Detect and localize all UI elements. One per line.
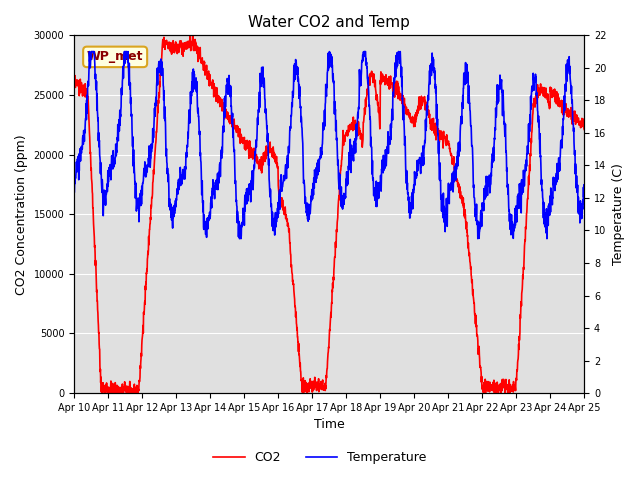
Temperature xyxy=(305,216,313,222)
Line: CO2: CO2 xyxy=(74,33,584,393)
CO2 xyxy=(566,113,574,119)
CO2 xyxy=(566,110,573,116)
CO2 xyxy=(319,377,326,383)
Temperature xyxy=(580,195,588,201)
Temperature xyxy=(472,212,480,217)
Temperature xyxy=(97,171,104,177)
CO2 xyxy=(101,390,109,396)
CO2 xyxy=(305,380,313,385)
CO2 xyxy=(580,127,588,132)
Temperature xyxy=(86,48,93,54)
Y-axis label: CO2 Concentration (ppm): CO2 Concentration (ppm) xyxy=(15,134,28,295)
X-axis label: Time: Time xyxy=(314,419,344,432)
Legend: CO2, Temperature: CO2, Temperature xyxy=(208,446,432,469)
Title: Water CO2 and Temp: Water CO2 and Temp xyxy=(248,15,410,30)
CO2 xyxy=(97,369,104,374)
Temperature xyxy=(566,70,574,76)
CO2 xyxy=(189,30,196,36)
Text: WP_met: WP_met xyxy=(87,50,143,63)
Temperature xyxy=(566,63,573,69)
Line: Temperature: Temperature xyxy=(74,51,584,239)
Temperature xyxy=(236,236,243,241)
CO2 xyxy=(70,74,78,80)
Temperature xyxy=(70,190,78,196)
Temperature xyxy=(319,134,326,140)
Y-axis label: Temperature (C): Temperature (C) xyxy=(612,163,625,265)
CO2 xyxy=(472,324,480,330)
